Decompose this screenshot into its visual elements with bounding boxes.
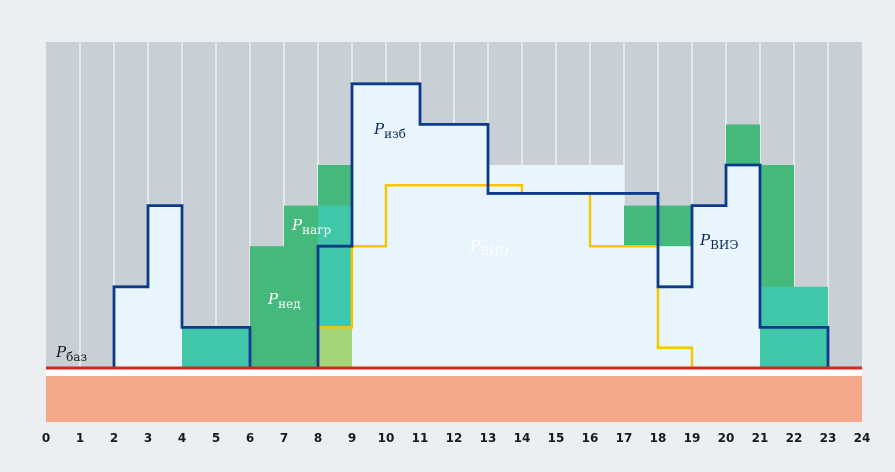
x-tick-label: 8 (314, 431, 322, 445)
series-load-line (112, 82, 830, 368)
label-vis-center: PВИЭ (469, 237, 509, 258)
series-lines (112, 82, 830, 368)
bar-izb-fill (488, 165, 522, 368)
label-vis-right-sub: ВИЭ (710, 238, 738, 252)
x-axis-ticks: 0 1 2 3 4 5 6 7 8 9 10 11 12 13 14 15 16 17 18 19 20 21 22 23 24 (42, 431, 871, 445)
label-nagr-base: P (291, 216, 303, 234)
bar-izb-fill (556, 165, 590, 368)
x-tick-label: 13 (480, 431, 497, 445)
bar-ned-dark (284, 205, 318, 368)
x-tick-label: 20 (718, 431, 735, 445)
x-tick-label: 2 (110, 431, 118, 445)
bar-izb-fill (692, 205, 726, 368)
bar-izb-fill (658, 246, 692, 368)
bar-izb-fill (624, 246, 658, 368)
base-band (46, 376, 862, 422)
bar-izb-fill (420, 124, 454, 369)
bar-izb-fill (522, 165, 556, 368)
bar-ned-teal (182, 327, 216, 368)
label-vis-right-base: P (699, 231, 711, 249)
label-baz-base: P (55, 343, 67, 361)
x-tick-label: 11 (412, 431, 429, 445)
label-vis-center-base: P (469, 237, 481, 255)
label-vis-right: PВИЭ (699, 231, 739, 252)
bar-vis-fill (318, 327, 352, 368)
x-tick-label: 21 (752, 431, 769, 445)
x-tick-label: 1 (76, 431, 84, 445)
x-tick-label: 24 (854, 431, 871, 445)
x-tick-label: 18 (650, 431, 667, 445)
label-baz: Pбаз (55, 343, 87, 364)
x-tick-label: 3 (144, 431, 152, 445)
bar-izb-fill (386, 83, 420, 369)
x-tick-label: 6 (246, 431, 254, 445)
x-tick-label: 16 (582, 431, 599, 445)
base-band-gap (46, 368, 862, 376)
bar-izb-fill (590, 165, 624, 368)
series-izb-fill (114, 83, 760, 369)
bar-ned-teal (216, 327, 250, 368)
label-nagr: Pнагр (291, 216, 332, 237)
x-tick-label: 7 (280, 431, 288, 445)
label-izb-base: P (373, 120, 385, 138)
bar-izb-fill (114, 286, 148, 368)
bar-izb-fill (352, 83, 386, 369)
label-baz-sub: баз (66, 350, 87, 364)
x-tick-label: 0 (42, 431, 50, 445)
bar-izb-fill (148, 205, 182, 368)
x-tick-label: 15 (548, 431, 565, 445)
bar-ned-dark (250, 246, 284, 368)
label-nagr-sub: нагр (302, 223, 331, 237)
x-tick-label: 17 (616, 431, 633, 445)
x-tick-label: 23 (820, 431, 837, 445)
label-vis-center-sub: ВИЭ (480, 244, 508, 258)
x-tick-label: 19 (684, 431, 701, 445)
label-ned: Pнед (267, 290, 301, 311)
x-tick-label: 12 (446, 431, 463, 445)
x-tick-label: 9 (348, 431, 356, 445)
label-izb-sub: изб (384, 127, 406, 141)
x-tick-label: 14 (514, 431, 531, 445)
series-fills (114, 83, 828, 369)
label-ned-base: P (267, 290, 279, 308)
label-ned-sub: нед (278, 297, 301, 311)
bar-izb-fill (454, 124, 488, 369)
x-tick-label: 10 (378, 431, 395, 445)
label-izb: Pизб (373, 120, 406, 141)
x-tick-label: 4 (178, 431, 186, 445)
bar-izb-fill (726, 165, 760, 368)
x-tick-label: 5 (212, 431, 220, 445)
x-tick-label: 22 (786, 431, 803, 445)
